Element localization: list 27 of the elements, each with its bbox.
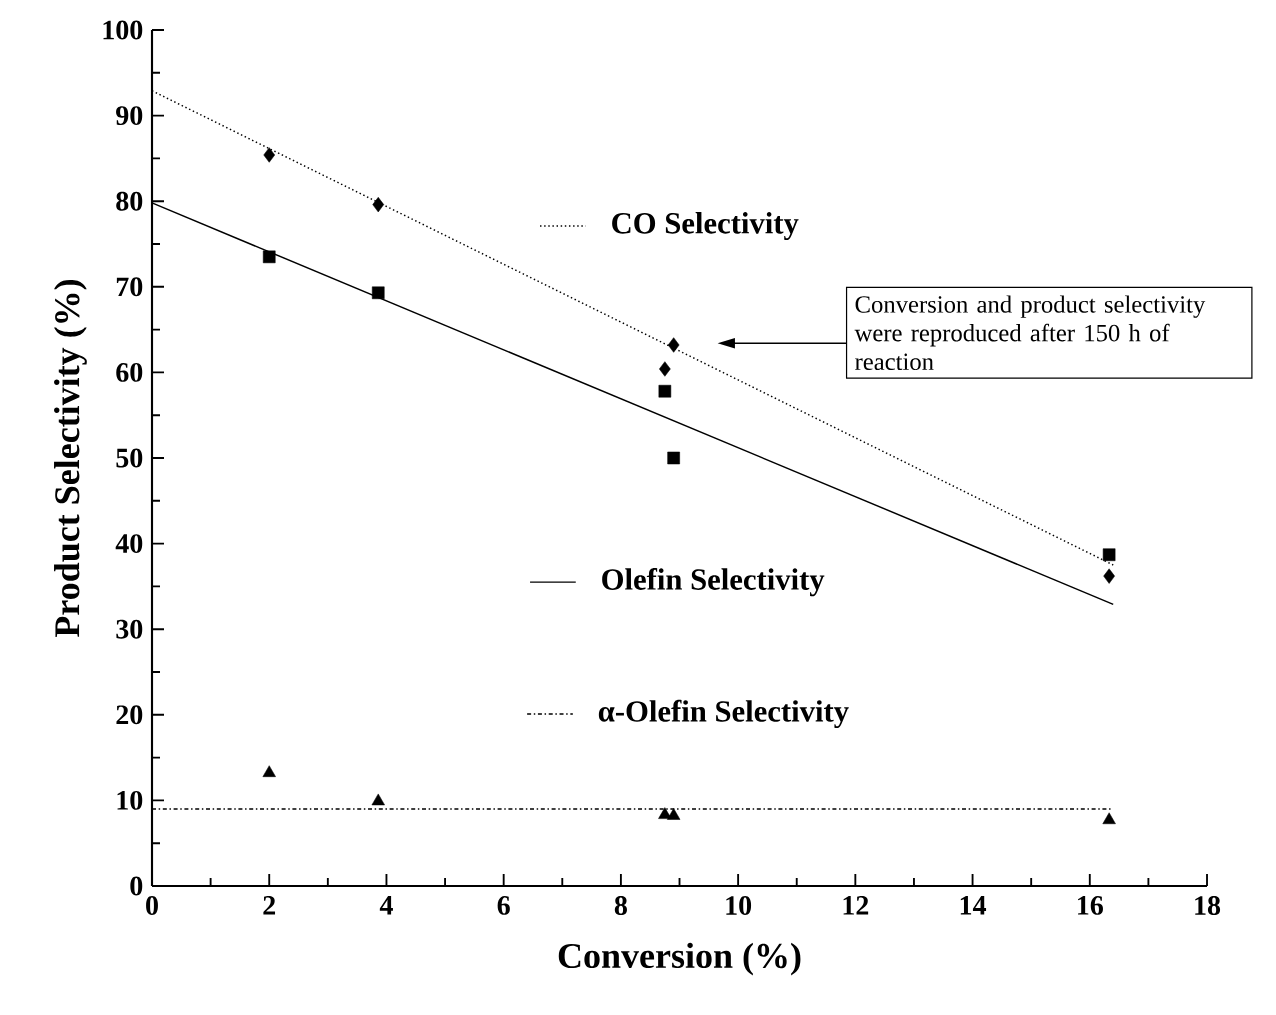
x-tick-label: 0 [146, 896, 158, 915]
y-tick-label: 20 [116, 705, 143, 725]
legend-label: CO Selectivity [612, 212, 799, 240]
x-tick-label: 18 [1195, 896, 1221, 915]
legend-label: Olefin Selectivity [602, 568, 825, 597]
y-tick-label: 30 [116, 619, 143, 639]
legend-label: α-Olefin Selectivity [598, 699, 849, 729]
x-tick-label: 2 [263, 896, 276, 915]
y-tick-label: 10 [117, 790, 143, 810]
y-tick-label: 90 [116, 106, 143, 126]
y-tick-label: 70 [116, 277, 143, 297]
y-tick-label: 80 [116, 191, 143, 211]
annotation: Conversion and product selectivity were reproduced after 150 h of reaction [854, 295, 1206, 371]
y-axis-title: Product Selectivity (%) [54, 279, 87, 638]
x-tick-label: 16 [1078, 896, 1103, 915]
y-tick-label: 0 [130, 876, 143, 896]
x-tick-label: 8 [614, 896, 627, 915]
x-tick-label: 10 [726, 896, 752, 915]
x-tick-label: 4 [379, 896, 393, 915]
y-tick-label: 100 [103, 20, 143, 40]
x-axis-title: Conversion (%) [558, 942, 801, 976]
y-tick-label: 60 [116, 362, 143, 382]
x-tick-label: 14 [960, 896, 987, 915]
x-tick-label: 6 [497, 896, 510, 915]
x-tick-label: 12 [843, 896, 869, 915]
y-tick-label: 40 [115, 534, 143, 554]
y-tick-label: 50 [116, 448, 143, 468]
